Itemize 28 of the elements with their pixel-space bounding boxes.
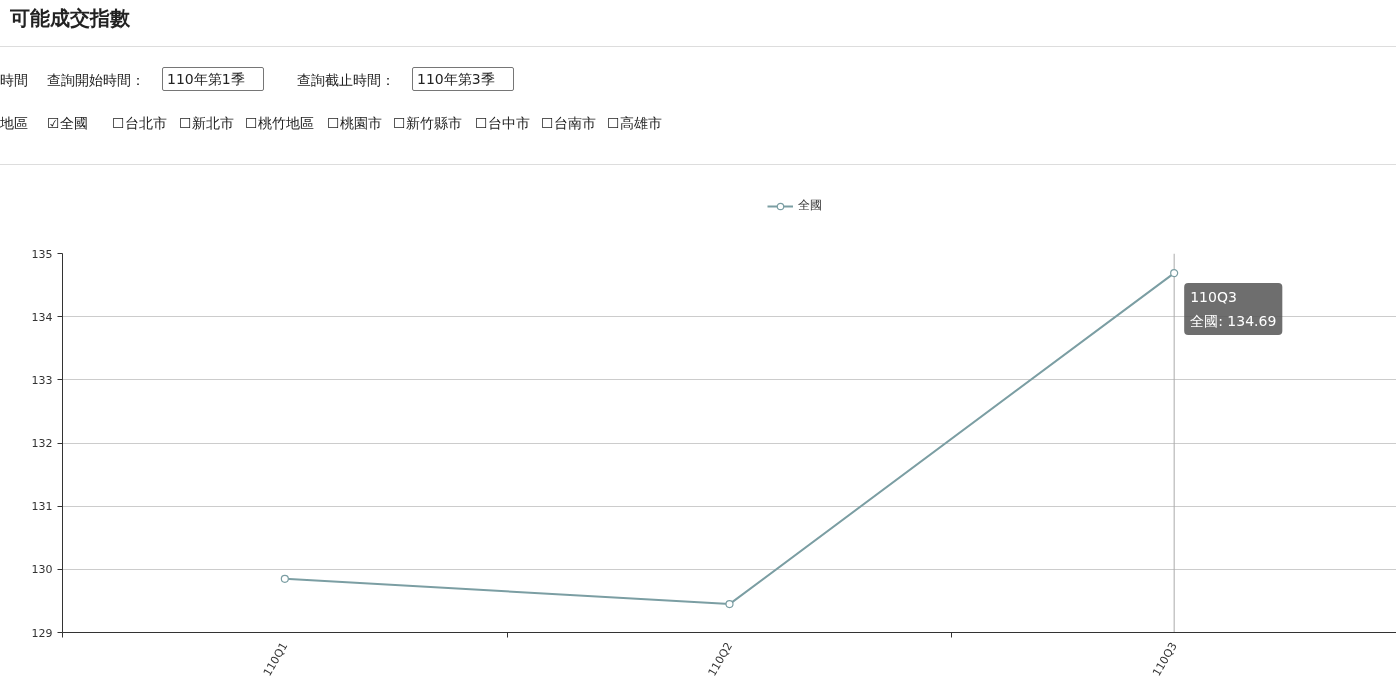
text: 查詢開始時間： — [47, 71, 145, 89]
y-tick-label: 132 — [31, 437, 53, 450]
text: 地區 — [0, 114, 28, 132]
y-tick-label: 129 — [31, 626, 53, 640]
text: ☐台南市 — [541, 114, 596, 132]
point — [280, 574, 289, 583]
text: ☐台北市 — [112, 114, 167, 132]
text: 查詢截止時間： — [297, 71, 395, 89]
chart-title: 可能成交指數 — [10, 5, 130, 32]
text: ☐桃園市 — [327, 114, 382, 132]
legend-label: 全國 — [798, 197, 822, 214]
text: ☑全國 — [47, 114, 88, 132]
y-tick-label: 134 — [31, 310, 53, 324]
y-tick-label: 130 — [31, 563, 53, 577]
text: ☐台中市 — [475, 114, 530, 132]
point — [725, 599, 734, 609]
text: ☐新北市 — [179, 114, 234, 132]
y-tick-label: 135 — [31, 247, 53, 261]
annotation: 110Q3 全國: 134.69 — [1190, 289, 1277, 330]
point — [1170, 268, 1179, 278]
text: 110年第3季 — [412, 67, 514, 91]
text: 時間 — [0, 71, 28, 89]
text: ☐新竹縣市 — [393, 114, 462, 132]
text: ☐桃竹地區 — [245, 114, 314, 132]
y-tick-label: 131 — [31, 500, 53, 514]
y-tick-label: 133 — [31, 373, 53, 387]
text: 110年第1季 — [162, 67, 264, 91]
text: ☐高雄市 — [607, 114, 662, 132]
